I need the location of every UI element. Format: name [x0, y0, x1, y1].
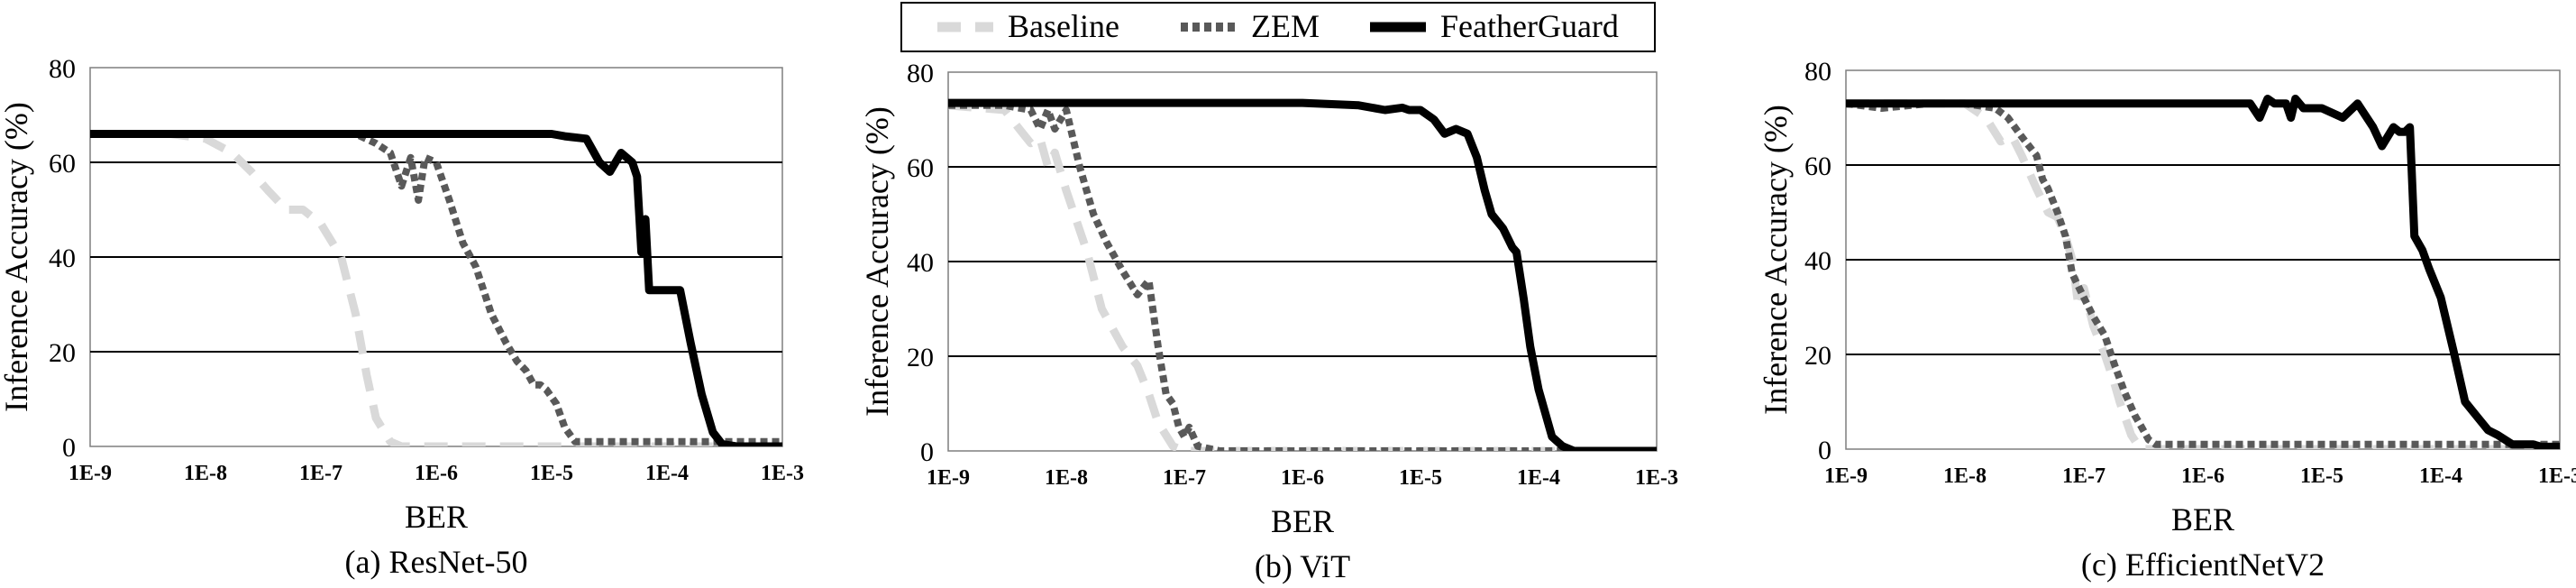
- y-tick-label: 80: [49, 54, 76, 84]
- series-line-featherguard: [1846, 95, 2560, 449]
- legend-label-zem: ZEM: [1251, 8, 1320, 44]
- y-tick-label: 0: [1818, 436, 1832, 465]
- chart-panel-vit: 0 20 40 60 80 1E-9 1E-8 1E-7 1E-6 1E-5 1E-4 1E-3 BER…: [859, 59, 1678, 584]
- y-tick-label: 60: [49, 149, 76, 179]
- y-axis-label: Inference Accuracy (%): [1758, 105, 1794, 415]
- x-tick-label: 1E-3: [761, 462, 804, 485]
- x-tick-label: 1E-7: [2062, 464, 2106, 488]
- y-tick-label: 20: [907, 343, 934, 372]
- series-line-zem: [1846, 99, 2560, 448]
- series-group: [948, 98, 1657, 451]
- x-tick-label: 1E-4: [645, 462, 689, 485]
- chart-caption: (b) ViT: [1255, 548, 1350, 583]
- series-group: [1846, 95, 2560, 449]
- y-tick-label: 80: [907, 59, 934, 88]
- x-tick-label: 1E-5: [530, 462, 573, 485]
- x-tick-label: 1E-4: [1517, 466, 1560, 490]
- x-tick-label: 1E-3: [1635, 466, 1678, 490]
- series-line-featherguard: [90, 130, 782, 446]
- series-line-featherguard: [948, 98, 1657, 451]
- y-axis-label: Inference Accuracy (%): [0, 102, 34, 412]
- x-tick-label: 1E-6: [1281, 466, 1324, 490]
- x-tick-label: 1E-3: [2538, 464, 2576, 488]
- y-tick-label: 40: [1804, 246, 1832, 276]
- x-tick-label: 1E-4: [2419, 464, 2462, 488]
- x-tick-label: 1E-8: [184, 462, 227, 485]
- x-tick-label: 1E-9: [927, 466, 970, 490]
- series-group: [90, 130, 782, 446]
- chart-panel-resnet50: 0 20 40 60 80 1E-9 1E-8 1E-7 1E-6 1E-5 1E-4 1E-3 BER…: [0, 54, 804, 580]
- y-tick-label: 0: [920, 437, 934, 467]
- y-tick-label: 40: [907, 248, 934, 278]
- x-tick-label: 1E-6: [2181, 464, 2224, 488]
- legend-label-featherguard: FeatherGuard: [1440, 8, 1619, 44]
- y-tick-label: 20: [49, 338, 76, 368]
- y-axis-label: Inference Accuracy (%): [859, 106, 895, 417]
- x-tick-label: 1E-9: [69, 462, 112, 485]
- chart-panel-efficientnetv2: 0 20 40 60 80 1E-9 1E-8 1E-7 1E-6 1E-5 1E-4 1E-3 BER…: [1758, 57, 2576, 583]
- chart-caption: (a) ResNet-50: [345, 544, 528, 580]
- x-tick-label: 1E-8: [1943, 464, 1987, 488]
- series-line-baseline: [948, 101, 1657, 451]
- series-line-baseline: [1846, 99, 2560, 449]
- x-tick-label: 1E-5: [1399, 466, 1442, 490]
- y-tick-label: 20: [1804, 341, 1832, 371]
- series-line-zem: [948, 101, 1657, 451]
- legend-box: [900, 2, 1656, 52]
- x-tick-label: 1E-7: [1163, 466, 1206, 490]
- legend-label-baseline: Baseline: [1008, 8, 1119, 44]
- x-tick-label: 1E-6: [415, 462, 458, 485]
- chart-caption: (c) EfficientNetV2: [2081, 547, 2325, 583]
- x-axis-label: BER: [405, 499, 468, 535]
- y-tick-label: 80: [1804, 57, 1832, 87]
- x-axis-label: BER: [2171, 501, 2234, 537]
- x-tick-label: 1E-5: [2300, 464, 2343, 488]
- y-tick-label: 60: [1804, 152, 1832, 181]
- x-axis-label: BER: [1271, 503, 1334, 539]
- series-line-zem: [90, 130, 782, 446]
- legend: Baseline ZEM FeatherGuard: [900, 2, 1656, 52]
- y-tick-label: 60: [907, 153, 934, 183]
- x-tick-label: 1E-7: [299, 462, 343, 485]
- y-tick-label: 40: [49, 243, 76, 273]
- x-tick-label: 1E-8: [1045, 466, 1088, 490]
- y-tick-label: 0: [62, 433, 76, 463]
- x-tick-label: 1E-9: [1824, 464, 1868, 488]
